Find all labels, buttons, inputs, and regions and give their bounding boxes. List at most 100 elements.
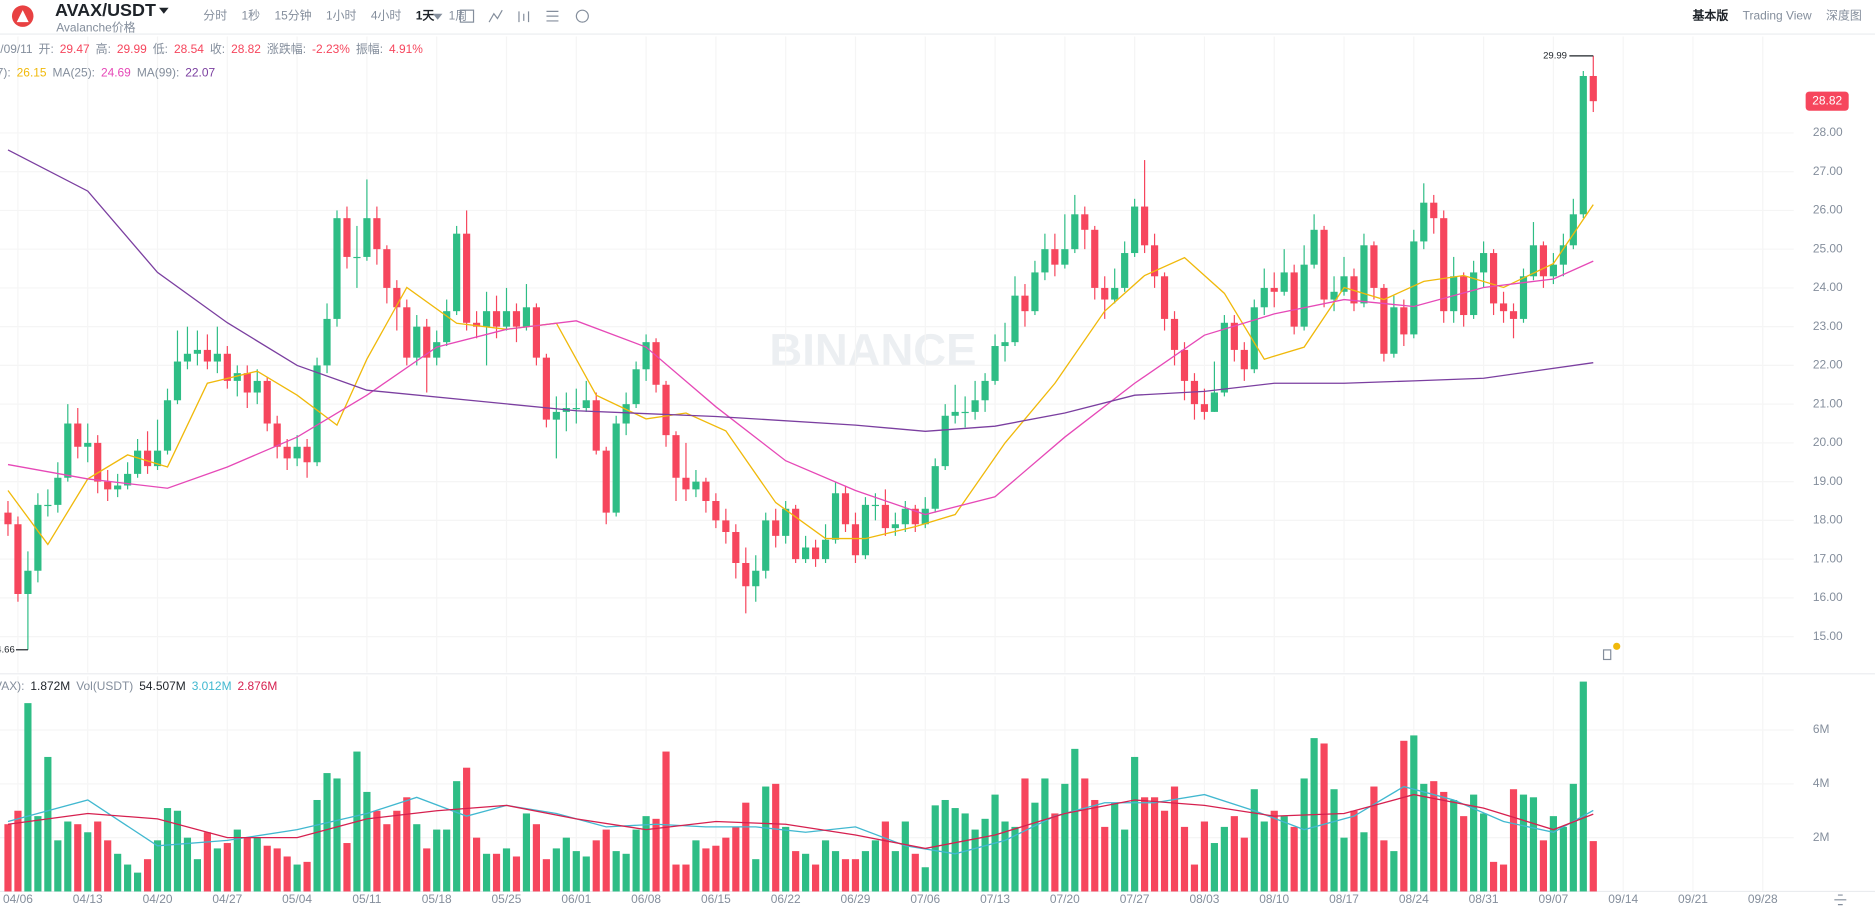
more-intervals[interactable] <box>432 13 443 20</box>
candle-body <box>1121 253 1129 288</box>
candle-body <box>373 218 381 250</box>
volume-bar <box>333 778 341 892</box>
y-tick-label: 27.00 <box>1813 164 1843 178</box>
candle-body <box>1290 272 1298 327</box>
volume-bar <box>901 821 909 892</box>
y-tick-label: 26.00 <box>1813 203 1843 217</box>
candle-body <box>193 349 202 354</box>
volume-bar <box>752 859 760 892</box>
y-tick-label: 25.00 <box>1813 241 1843 255</box>
candle-body <box>283 446 291 459</box>
volume-bar <box>722 837 730 892</box>
candle-body <box>712 501 720 521</box>
volume-bar <box>792 851 800 892</box>
volume-bar <box>1220 826 1228 892</box>
volume-bar <box>612 851 620 892</box>
interval-button[interactable]: 1天 <box>416 8 435 22</box>
volume-bar <box>1250 789 1258 892</box>
candle-body <box>702 481 710 502</box>
volume-bar <box>1460 816 1468 892</box>
volume-bar <box>1091 799 1099 892</box>
pair-dropdown[interactable] <box>159 7 169 14</box>
volume-bar <box>482 853 491 892</box>
x-tick-label: 08/31 <box>1469 892 1499 906</box>
candle-body <box>1160 276 1169 319</box>
tool-icon[interactable] <box>488 9 503 23</box>
volume-bar <box>1180 826 1189 892</box>
candle-body <box>1320 229 1328 300</box>
interval-button[interactable]: 1秒 <box>242 8 261 22</box>
candle-body <box>1041 249 1049 273</box>
volume-bar <box>1071 748 1079 892</box>
pair-subtitle: Avalanche价格 <box>56 19 135 34</box>
volume-bar <box>283 856 291 892</box>
tool-icon[interactable] <box>575 9 589 23</box>
last-price-badge <box>1805 91 1849 111</box>
candle-body <box>782 508 790 536</box>
volume-bar <box>1240 837 1248 892</box>
candle-body <box>74 423 82 447</box>
candle-body <box>831 493 840 540</box>
pair-title[interactable]: AVAX/USDT <box>55 0 156 20</box>
candle-body <box>772 520 780 536</box>
volume-bar <box>1081 778 1089 892</box>
legend-text: -2.23% <box>312 42 350 56</box>
volume-bar <box>1390 851 1398 892</box>
tool-icon[interactable] <box>518 11 530 23</box>
candle-body <box>1370 245 1378 288</box>
ma-line <box>7 260 1594 516</box>
legend-text: 3.012M <box>192 679 232 693</box>
tool-icon[interactable] <box>546 10 559 22</box>
volume-bar <box>542 859 550 892</box>
candle-body <box>612 423 620 513</box>
x-tick-label: 07/06 <box>910 892 940 906</box>
interval-button[interactable]: 15分钟 <box>274 7 311 22</box>
alert-icon[interactable] <box>1602 649 1612 661</box>
candle-body <box>1569 214 1577 246</box>
candle-body <box>34 504 42 571</box>
candle-body <box>4 512 12 525</box>
candle-body <box>841 493 850 525</box>
axis-settings-icon[interactable] <box>1834 894 1847 906</box>
tool-icon[interactable] <box>459 9 475 23</box>
volume-bar <box>1569 783 1577 892</box>
volume-bar <box>712 845 720 892</box>
volume-bar <box>622 853 630 892</box>
interval-button[interactable]: 4小时 <box>371 8 402 22</box>
volume-bar <box>1320 743 1328 892</box>
candle-body <box>333 218 341 319</box>
volume-bar <box>134 872 142 892</box>
volume-bar <box>1190 864 1199 892</box>
alert-icon[interactable] <box>1613 642 1621 650</box>
view-button[interactable]: 基本版 <box>1691 7 1728 22</box>
candle-body <box>1559 245 1567 265</box>
volume-bar <box>403 797 411 892</box>
candle-body <box>552 411 560 420</box>
interval-button[interactable]: 分时 <box>203 8 227 22</box>
interval-button[interactable]: 1小时 <box>326 8 357 22</box>
candle-body <box>1071 214 1079 250</box>
volume-bar <box>702 848 710 892</box>
candle-body <box>253 380 261 393</box>
volume-bar <box>84 832 92 892</box>
volume-bar <box>1021 778 1029 892</box>
candle-body <box>1001 342 1009 347</box>
candle-body <box>343 218 351 257</box>
candle-body <box>273 423 281 447</box>
candle-body <box>443 311 451 343</box>
candle-body <box>183 353 192 362</box>
volume-bar <box>44 756 52 892</box>
interval-button[interactable]: 1周 <box>449 8 468 22</box>
view-button[interactable]: Trading View <box>1743 8 1812 22</box>
candle-body <box>1529 245 1538 277</box>
volume-ma-line <box>7 793 1594 850</box>
candle-body <box>482 311 491 327</box>
candle-body <box>383 249 391 288</box>
volume-bar <box>1210 843 1218 892</box>
view-button[interactable]: 深度图 <box>1826 7 1862 22</box>
x-tick-label: 09/21 <box>1678 892 1708 906</box>
candle-body <box>1489 253 1498 304</box>
volume-bar <box>1300 778 1308 892</box>
candle-body <box>1250 307 1258 370</box>
